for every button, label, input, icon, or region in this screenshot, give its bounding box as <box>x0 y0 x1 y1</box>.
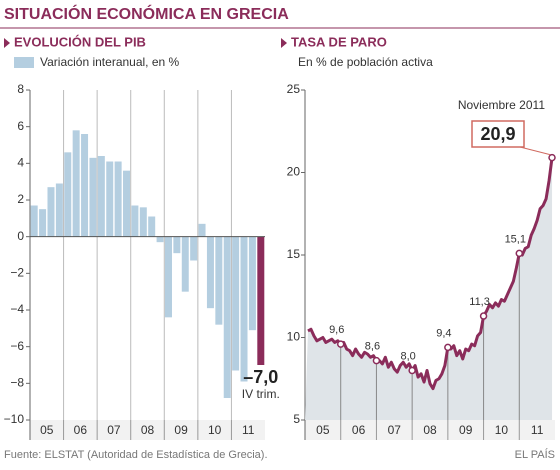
left-title: EVOLUCIÓN DEL PIB <box>14 34 146 49</box>
bar <box>72 130 80 237</box>
bar <box>131 205 139 237</box>
source: Fuente: ELSTAT (Autoridad de Estadística… <box>4 449 268 461</box>
point <box>444 343 452 352</box>
x-tick-label: 08 <box>141 423 155 437</box>
y-tick-label: 10 <box>287 330 301 344</box>
x-tick-label: 10 <box>495 423 509 437</box>
brand: EL PAÍS <box>515 448 555 461</box>
y-tick-label: 5 <box>293 412 300 426</box>
value-label: 8,6 <box>365 341 380 353</box>
y-tick-label: −8 <box>10 376 24 390</box>
value-label: 9,4 <box>436 327 451 339</box>
right-subtitle: En % de población activa <box>298 55 433 69</box>
y-tick-label: −6 <box>10 339 24 353</box>
y-tick-label: 8 <box>17 82 24 96</box>
bar <box>198 223 206 237</box>
bar <box>123 170 131 237</box>
y-tick-label: 0 <box>17 229 24 243</box>
x-tick-label: 09 <box>459 423 473 437</box>
x-tick-label: 09 <box>174 423 188 437</box>
right-title: TASA DE PARO <box>291 34 387 49</box>
value-label: 20,9 <box>480 124 515 144</box>
value-label: –7,0 <box>243 367 278 387</box>
bar <box>47 187 55 237</box>
bar <box>232 236 240 371</box>
y-tick-label: −10 <box>4 412 25 426</box>
y-tick-label: 2 <box>17 192 24 206</box>
value-label: 11,3 <box>469 296 490 308</box>
bullet <box>281 38 287 48</box>
legend-swatch <box>14 57 34 68</box>
point <box>408 366 416 375</box>
y-tick-label: −2 <box>10 266 24 280</box>
x-tick-label: 11 <box>242 423 255 437</box>
point <box>336 340 345 348</box>
annotation: IV trim. <box>242 387 280 401</box>
point <box>372 356 381 365</box>
bar <box>240 236 248 382</box>
point <box>548 153 556 162</box>
x-tick-label: 07 <box>107 423 121 437</box>
page-title: SITUACIÓN ECONÓMICA EN GRECIA <box>4 4 289 23</box>
x-axis-band <box>305 420 555 440</box>
point <box>515 249 524 258</box>
y-tick-label: −4 <box>10 302 24 316</box>
bar <box>257 236 265 365</box>
value-label: 8,0 <box>400 350 415 362</box>
bar <box>55 183 63 237</box>
y-tick-label: 20 <box>287 165 301 179</box>
bar <box>190 236 198 261</box>
x-tick-label: 08 <box>423 423 437 437</box>
x-axis-band <box>30 420 265 440</box>
x-tick-label: 07 <box>388 423 402 437</box>
x-tick-label: 06 <box>352 423 366 437</box>
bar <box>39 209 47 237</box>
x-tick-label: 11 <box>531 423 544 437</box>
y-tick-label: 4 <box>17 156 24 170</box>
line <box>307 157 554 391</box>
x-tick-label: 05 <box>40 423 54 437</box>
bar <box>223 236 231 398</box>
bar <box>97 156 105 237</box>
value-label: 15,1 <box>505 233 526 245</box>
y-tick-label: 25 <box>287 82 301 96</box>
value-label: 9,6 <box>329 324 344 336</box>
label-box <box>471 120 525 148</box>
bar <box>114 161 122 237</box>
bar <box>156 236 164 243</box>
bar <box>81 134 89 237</box>
bar <box>30 205 38 237</box>
bar <box>206 236 214 309</box>
y-tick-label: 15 <box>287 247 301 261</box>
bar <box>181 236 189 292</box>
bar <box>164 236 172 318</box>
annotation: Noviembre 2011 <box>458 98 545 112</box>
x-tick-label: 05 <box>316 423 330 437</box>
bar <box>173 236 181 254</box>
point <box>479 312 488 320</box>
bar <box>215 236 223 325</box>
legend-label: Variación interanual, en % <box>40 55 180 69</box>
x-tick-label: 06 <box>74 423 88 437</box>
leader <box>519 146 551 156</box>
bar <box>64 152 72 237</box>
bar <box>89 157 97 237</box>
bar <box>139 207 147 237</box>
bar <box>148 216 156 237</box>
y-tick-label: 6 <box>17 119 24 133</box>
bar <box>248 236 256 331</box>
bullet <box>4 38 10 48</box>
bar <box>106 161 114 237</box>
x-tick-label: 10 <box>208 423 222 437</box>
